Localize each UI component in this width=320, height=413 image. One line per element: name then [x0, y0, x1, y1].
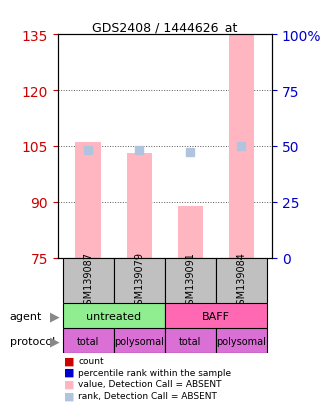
Bar — [216, 328, 267, 353]
Bar — [63, 258, 114, 304]
Text: ■: ■ — [64, 356, 75, 366]
Bar — [126, 154, 152, 258]
Bar — [114, 328, 165, 353]
Bar — [165, 328, 216, 353]
Bar — [76, 143, 101, 258]
Text: total: total — [77, 336, 100, 346]
Text: polysomal: polysomal — [216, 336, 266, 346]
Text: GSM139087: GSM139087 — [83, 252, 93, 310]
Text: percentile rank within the sample: percentile rank within the sample — [78, 368, 232, 377]
Bar — [216, 258, 267, 304]
Bar — [114, 258, 165, 304]
Text: BAFF: BAFF — [202, 311, 230, 321]
Bar — [228, 35, 254, 258]
Text: ▶: ▶ — [50, 334, 59, 347]
Bar — [63, 304, 165, 328]
Text: GSM139091: GSM139091 — [185, 252, 195, 310]
Text: ■: ■ — [64, 379, 75, 389]
Text: rank, Detection Call = ABSENT: rank, Detection Call = ABSENT — [78, 391, 217, 400]
Bar — [63, 328, 114, 353]
Text: ■: ■ — [64, 390, 75, 400]
Text: count: count — [78, 356, 104, 365]
Text: untreated: untreated — [86, 311, 141, 321]
Text: agent: agent — [10, 311, 42, 321]
Text: polysomal: polysomal — [114, 336, 164, 346]
Bar — [165, 304, 267, 328]
Text: total: total — [179, 336, 202, 346]
Text: ■: ■ — [64, 367, 75, 377]
Text: ▶: ▶ — [50, 309, 59, 323]
Text: protocol: protocol — [10, 336, 55, 346]
Text: GSM139084: GSM139084 — [236, 252, 246, 310]
Text: GSM139079: GSM139079 — [134, 252, 144, 310]
Bar — [178, 206, 203, 258]
Bar — [165, 258, 216, 304]
Title: GDS2408 / 1444626_at: GDS2408 / 1444626_at — [92, 21, 237, 34]
Text: value, Detection Call = ABSENT: value, Detection Call = ABSENT — [78, 379, 222, 388]
